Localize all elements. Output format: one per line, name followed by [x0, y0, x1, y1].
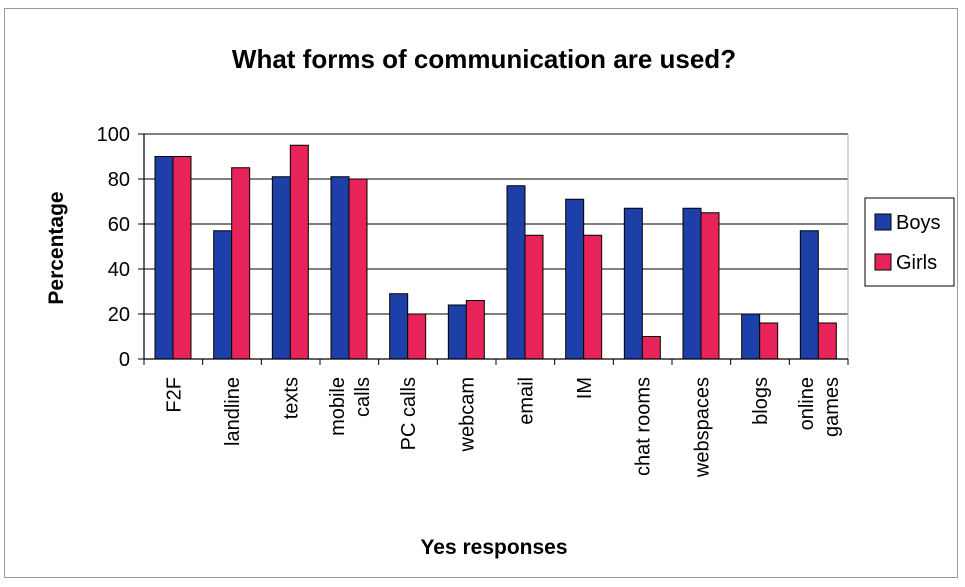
x-tick-label: landline [222, 377, 244, 446]
bar-boys [154, 156, 174, 360]
x-tick-label: games [821, 377, 843, 437]
bar-boys [506, 185, 526, 360]
bar-boys [682, 207, 702, 360]
x-tick-label: online [796, 377, 818, 430]
x-tick-label: mobile [327, 377, 349, 436]
x-tick-label: chat rooms [633, 377, 655, 476]
bar-girls [817, 322, 837, 360]
y-tick-label: 100 [97, 124, 130, 146]
bar-girls [524, 234, 544, 360]
x-tick-label: texts [281, 377, 303, 419]
x-tick-label-group: PC calls [398, 377, 420, 450]
x-axis-title: Yes responses [420, 536, 567, 559]
plot-background [144, 134, 848, 359]
legend-swatch-boys [874, 213, 892, 231]
y-tick-label: 40 [108, 259, 130, 281]
bar-boys [271, 176, 291, 360]
bar-boys [623, 207, 643, 360]
x-tick-label-group: IM [574, 377, 596, 399]
legend-box [864, 197, 955, 287]
y-tick-label: 0 [119, 349, 130, 371]
y-axis-title: Percentage [45, 191, 68, 304]
bar-boys [213, 230, 233, 360]
x-tick-label: calls [352, 377, 374, 417]
bar-girls [348, 178, 368, 360]
bar-boys [447, 304, 467, 360]
plot-area: 0 20 40 60 80 100 F2F landline texts mobile calls P… [97, 124, 849, 478]
x-tick-label: IM [574, 377, 596, 399]
y-tick-label: 60 [108, 214, 130, 236]
bar-boys [565, 198, 585, 360]
bar-girls [407, 313, 427, 360]
bar-girls [465, 300, 485, 360]
x-tick-label-group: chat rooms [633, 377, 655, 476]
x-tick-label-group: F2F [163, 377, 185, 413]
legend: Boys Girls [864, 197, 955, 287]
legend-label-girls: Girls [896, 252, 937, 274]
bar-girls [583, 234, 603, 360]
bar-boys [389, 293, 409, 360]
x-tick-label: webspaces [691, 377, 713, 478]
bar-girls [289, 144, 309, 360]
bar-girls [231, 167, 251, 360]
bar-girls [172, 156, 192, 360]
x-tick-label-group: texts [281, 377, 303, 419]
x-tick-label: blogs [750, 377, 772, 425]
x-tick-label-group: webspaces [691, 377, 713, 478]
x-tick-label-group: online games [796, 377, 843, 437]
x-tick-label: PC calls [398, 377, 420, 450]
x-tick-label-group: landline [222, 377, 244, 446]
y-tick-label: 80 [108, 169, 130, 191]
bar-girls [641, 336, 661, 360]
bar-boys [330, 176, 350, 360]
chart-title: What forms of communication are used? [232, 44, 736, 74]
x-tick-label-group: mobile calls [327, 377, 374, 436]
y-tick-label: 20 [108, 304, 130, 326]
legend-swatch-girls [874, 253, 892, 271]
bar-boys [799, 230, 819, 360]
bar-girls [700, 212, 720, 360]
bar-boys [741, 313, 761, 360]
bar-girls [759, 322, 779, 360]
x-tick-label: email [515, 377, 537, 425]
x-tick-label-group: email [515, 377, 537, 425]
legend-label-boys: Boys [896, 212, 940, 234]
x-tick-label: F2F [163, 377, 185, 413]
x-tick-label-group: webcam [457, 377, 479, 452]
x-tick-label-group: blogs [750, 377, 772, 425]
x-tick-label: webcam [457, 377, 479, 452]
